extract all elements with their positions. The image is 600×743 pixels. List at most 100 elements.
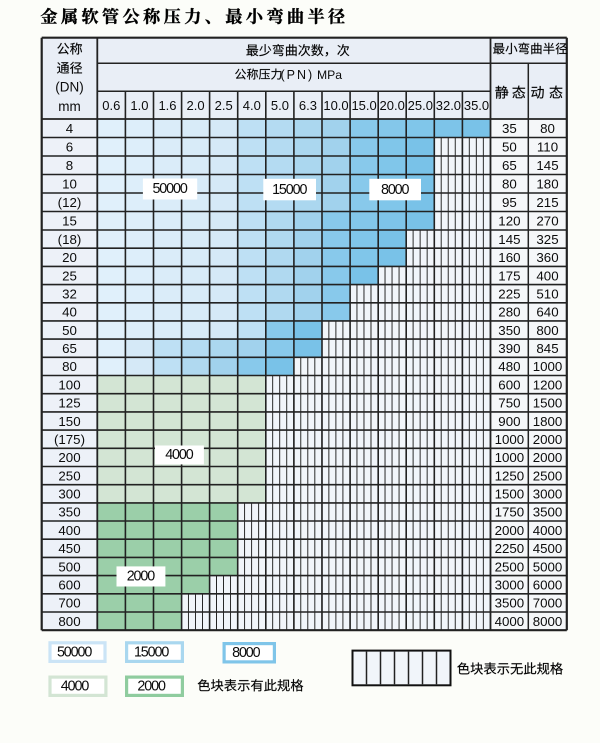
- svg-text:350: 350: [498, 323, 520, 338]
- svg-text:0.6: 0.6: [102, 98, 120, 113]
- svg-text:1.6: 1.6: [158, 98, 176, 113]
- svg-text:10: 10: [62, 177, 77, 192]
- svg-text:2000: 2000: [533, 450, 563, 465]
- svg-text:4000: 4000: [533, 523, 563, 538]
- svg-text:360: 360: [536, 250, 558, 265]
- svg-text:325: 325: [536, 232, 558, 247]
- svg-text:110: 110: [537, 140, 558, 155]
- svg-text:10.0: 10.0: [323, 98, 348, 113]
- svg-text:32: 32: [62, 287, 77, 302]
- svg-text:6: 6: [66, 140, 73, 155]
- svg-text:25: 25: [62, 268, 77, 283]
- svg-text:(PN): (PN): [281, 68, 315, 82]
- svg-text:50000: 50000: [152, 181, 187, 197]
- svg-text:100: 100: [58, 377, 80, 392]
- svg-text:4500: 4500: [533, 541, 563, 556]
- svg-text:150: 150: [58, 414, 80, 429]
- svg-text:4: 4: [66, 121, 73, 136]
- svg-text:280: 280: [498, 305, 520, 320]
- svg-text:8000: 8000: [533, 614, 563, 629]
- svg-text:300: 300: [58, 487, 80, 502]
- svg-text:15000: 15000: [134, 644, 169, 660]
- svg-text:35.0: 35.0: [464, 98, 489, 113]
- svg-text:MPa: MPa: [317, 68, 342, 82]
- svg-text:4000: 4000: [165, 447, 194, 463]
- svg-text:400: 400: [536, 268, 558, 283]
- svg-text:175: 175: [498, 268, 520, 283]
- svg-text:270: 270: [536, 214, 558, 229]
- svg-text:20: 20: [62, 250, 77, 265]
- svg-text:125: 125: [58, 396, 80, 411]
- svg-text:1250: 1250: [495, 468, 525, 483]
- svg-text:3500: 3500: [533, 505, 563, 520]
- svg-text:6000: 6000: [533, 578, 563, 593]
- svg-text:800: 800: [536, 323, 558, 338]
- svg-text:2000: 2000: [137, 679, 166, 695]
- svg-text:3500: 3500: [495, 596, 525, 611]
- svg-text:20.0: 20.0: [380, 98, 405, 113]
- svg-text:1500: 1500: [533, 396, 563, 411]
- svg-text:390: 390: [498, 341, 520, 356]
- svg-text:2000: 2000: [127, 569, 156, 585]
- svg-text:145: 145: [536, 158, 558, 173]
- svg-text:120: 120: [498, 214, 520, 229]
- svg-text:145: 145: [498, 232, 520, 247]
- svg-text:2250: 2250: [495, 541, 525, 556]
- svg-text:1800: 1800: [533, 414, 563, 429]
- svg-text:1750: 1750: [495, 505, 525, 520]
- svg-text:(175): (175): [54, 432, 85, 447]
- svg-text:400: 400: [58, 523, 80, 538]
- svg-text:80: 80: [540, 121, 555, 136]
- svg-text:3000: 3000: [495, 578, 525, 593]
- svg-text:215: 215: [536, 195, 558, 210]
- svg-text:1200: 1200: [533, 377, 563, 392]
- svg-text:225: 225: [498, 287, 520, 302]
- svg-text:2000: 2000: [495, 523, 525, 538]
- svg-text:65: 65: [62, 341, 77, 356]
- svg-text:80: 80: [502, 177, 517, 192]
- svg-text:4000: 4000: [495, 614, 525, 629]
- svg-text:800: 800: [58, 614, 80, 629]
- svg-text:(DN): (DN): [55, 80, 84, 95]
- svg-text:(18): (18): [58, 232, 82, 247]
- svg-text:2.0: 2.0: [187, 98, 205, 113]
- svg-text:2.5: 2.5: [215, 98, 233, 113]
- svg-text:600: 600: [58, 578, 80, 593]
- svg-text:160: 160: [498, 250, 520, 265]
- svg-text:65: 65: [502, 158, 517, 173]
- svg-text:50: 50: [62, 323, 77, 338]
- svg-text:35: 35: [502, 121, 517, 136]
- svg-text:510: 510: [536, 287, 558, 302]
- svg-text:640: 640: [536, 305, 558, 320]
- svg-text:6.3: 6.3: [299, 98, 317, 113]
- svg-text:15.0: 15.0: [351, 98, 376, 113]
- svg-text:8000: 8000: [381, 182, 410, 198]
- svg-text:8: 8: [66, 158, 73, 173]
- svg-text:15000: 15000: [272, 182, 307, 198]
- svg-text:450: 450: [58, 541, 80, 556]
- svg-text:200: 200: [58, 450, 80, 465]
- svg-text:80: 80: [62, 359, 77, 374]
- svg-text:5.0: 5.0: [271, 98, 289, 113]
- svg-text:2500: 2500: [533, 468, 563, 483]
- svg-text:700: 700: [58, 596, 80, 611]
- svg-text:32.0: 32.0: [436, 98, 461, 113]
- svg-text:1000: 1000: [495, 432, 525, 447]
- svg-text:1000: 1000: [533, 359, 563, 374]
- svg-text:750: 750: [498, 396, 520, 411]
- svg-text:95: 95: [502, 195, 517, 210]
- svg-text:40: 40: [62, 305, 77, 320]
- svg-text:500: 500: [58, 559, 80, 574]
- svg-text:3000: 3000: [533, 487, 563, 502]
- svg-text:1.0: 1.0: [130, 98, 148, 113]
- svg-text:250: 250: [58, 468, 80, 483]
- svg-text:2000: 2000: [533, 432, 563, 447]
- svg-text:8000: 8000: [232, 645, 261, 661]
- svg-text:2500: 2500: [495, 559, 525, 574]
- svg-text:900: 900: [498, 414, 520, 429]
- svg-text:50: 50: [502, 140, 517, 155]
- svg-text:845: 845: [536, 341, 558, 356]
- svg-text:1500: 1500: [495, 487, 525, 502]
- svg-text:5000: 5000: [533, 559, 563, 574]
- svg-text:4000: 4000: [61, 679, 90, 695]
